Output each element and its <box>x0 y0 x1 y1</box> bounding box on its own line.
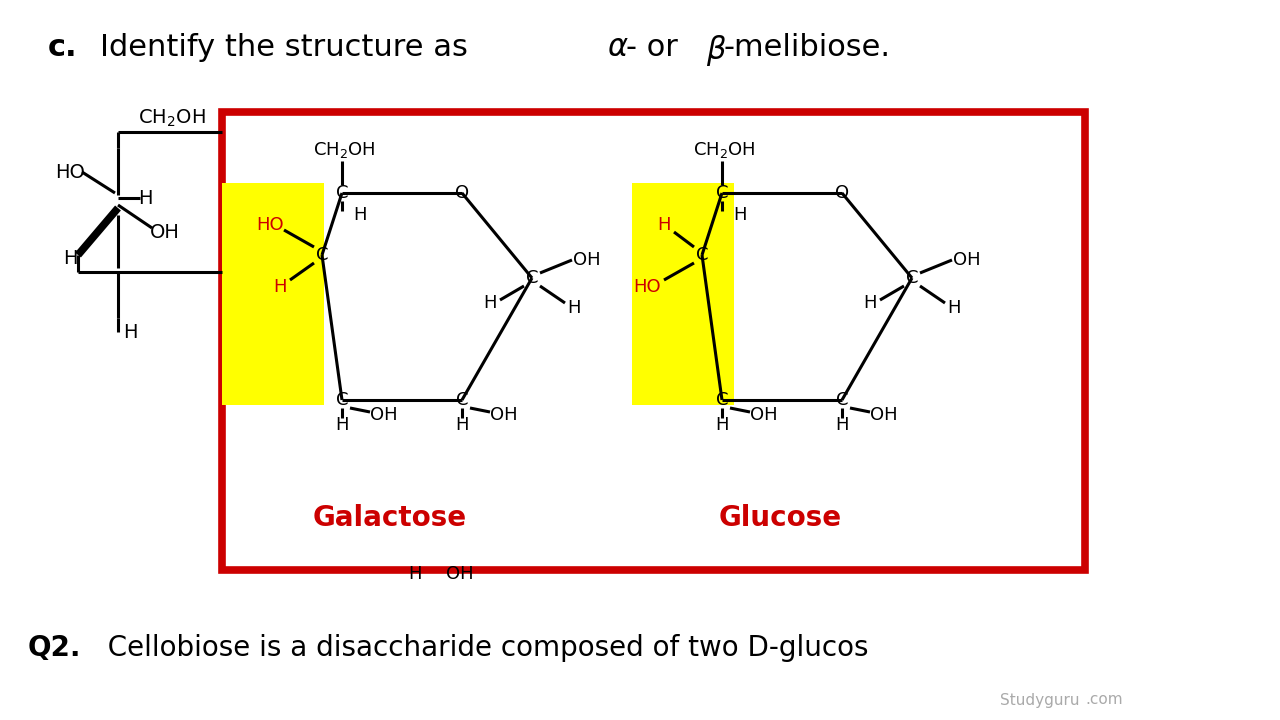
Text: C: C <box>696 246 708 264</box>
Text: Galactose: Galactose <box>312 504 467 532</box>
Text: CH$_2$OH: CH$_2$OH <box>692 140 755 160</box>
Text: H: H <box>273 278 287 296</box>
Text: HO: HO <box>55 163 84 181</box>
Text: H: H <box>567 299 581 317</box>
Text: H: H <box>456 416 468 434</box>
Text: C: C <box>456 391 468 409</box>
Bar <box>632 183 733 405</box>
Text: C: C <box>836 391 849 409</box>
Bar <box>221 183 324 405</box>
Text: $\it{\alpha}$: $\it{\alpha}$ <box>607 33 628 62</box>
Text: H: H <box>123 323 137 341</box>
Text: HO: HO <box>634 278 660 296</box>
Text: O: O <box>835 184 849 202</box>
Text: .com: .com <box>1085 693 1123 708</box>
Text: C: C <box>716 391 728 409</box>
Text: OH: OH <box>370 406 398 424</box>
Text: H: H <box>733 206 746 224</box>
Text: H: H <box>657 216 671 234</box>
Text: C: C <box>335 391 348 409</box>
Text: H: H <box>947 299 961 317</box>
Text: CH$_2$OH: CH$_2$OH <box>312 140 375 160</box>
Text: Q2.: Q2. <box>28 634 82 662</box>
Text: Cellobiose is a disaccharide composed of two D-glucos: Cellobiose is a disaccharide composed of… <box>90 634 869 662</box>
Text: $\it{\beta}$: $\it{\beta}$ <box>707 33 727 68</box>
Text: c.: c. <box>49 33 78 62</box>
Text: -melibiose.: -melibiose. <box>724 33 891 62</box>
Text: CH$_2$OH: CH$_2$OH <box>138 107 206 129</box>
Text: H: H <box>63 248 77 268</box>
Text: OH: OH <box>870 406 897 424</box>
Text: C: C <box>526 269 539 287</box>
Text: H: H <box>836 416 849 434</box>
Text: C: C <box>316 246 328 264</box>
Text: H: H <box>484 294 497 312</box>
Text: OH: OH <box>490 406 518 424</box>
Text: H: H <box>716 416 728 434</box>
Text: - or: - or <box>626 33 687 62</box>
Bar <box>221 112 1085 570</box>
Text: HO: HO <box>256 216 284 234</box>
Text: H: H <box>408 565 421 583</box>
Text: Glucose: Glucose <box>718 504 841 532</box>
Text: Studyguru: Studyguru <box>1000 693 1079 708</box>
Text: OH: OH <box>750 406 778 424</box>
Text: OH: OH <box>573 251 600 269</box>
Text: H: H <box>335 416 348 434</box>
Text: H: H <box>138 189 152 207</box>
Text: OH: OH <box>447 565 474 583</box>
Text: C: C <box>716 184 728 202</box>
Text: O: O <box>454 184 468 202</box>
Text: C: C <box>906 269 918 287</box>
Text: H: H <box>863 294 877 312</box>
Text: C: C <box>335 184 348 202</box>
Text: H: H <box>353 206 367 224</box>
Text: OH: OH <box>954 251 980 269</box>
Text: Identify the structure as: Identify the structure as <box>100 33 477 62</box>
Text: OH: OH <box>150 222 180 241</box>
